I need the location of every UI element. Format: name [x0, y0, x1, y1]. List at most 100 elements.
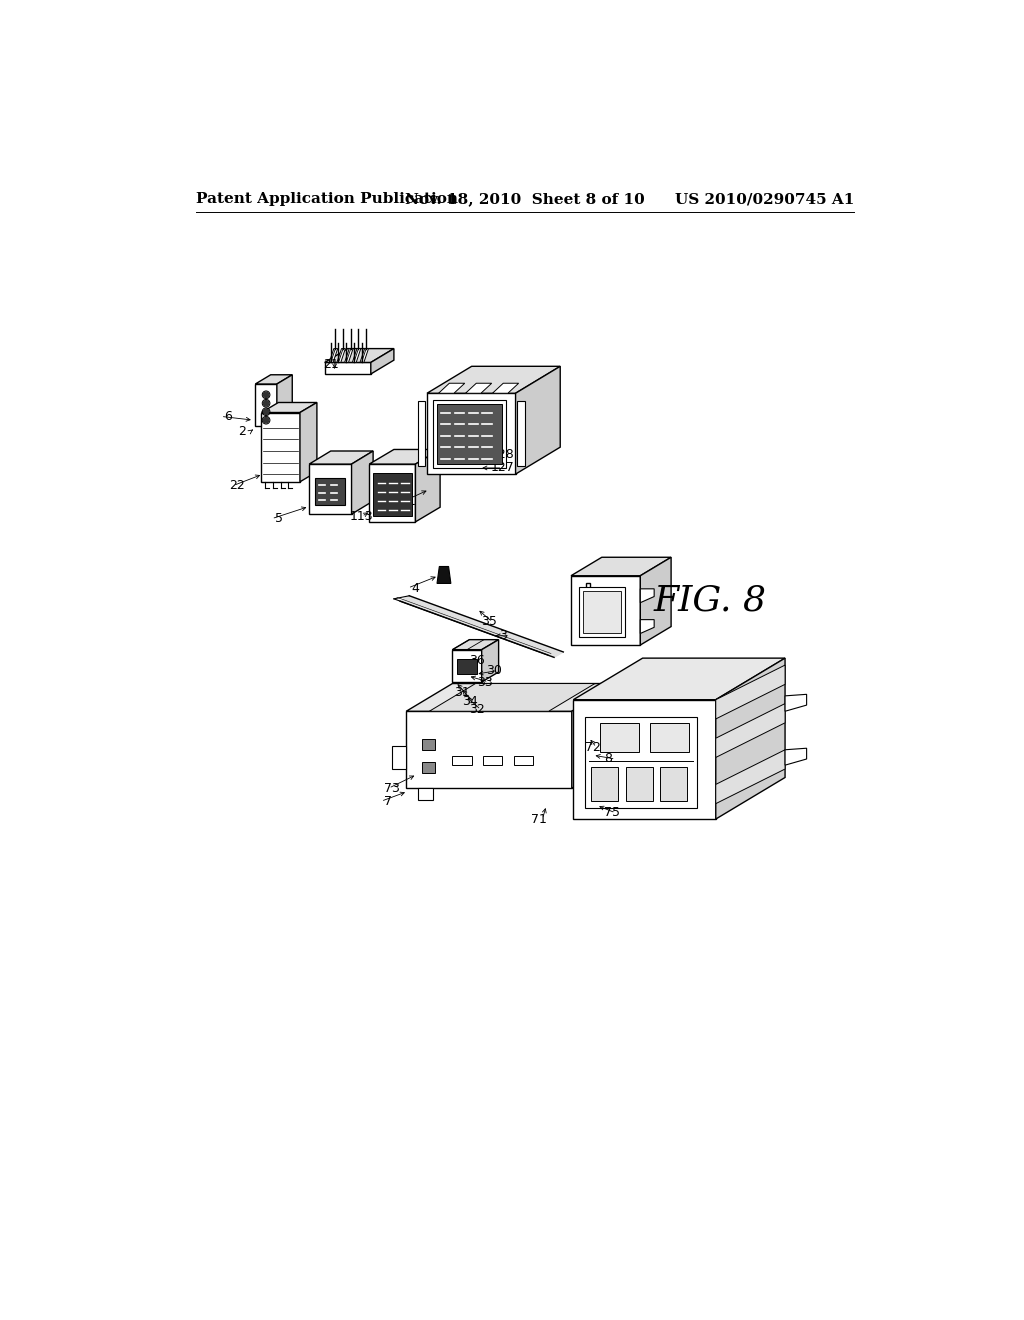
Bar — [600, 723, 639, 752]
Polygon shape — [573, 700, 716, 818]
Bar — [422, 739, 435, 750]
Circle shape — [263, 417, 268, 422]
Polygon shape — [392, 746, 407, 770]
Text: 73: 73 — [384, 781, 400, 795]
Polygon shape — [573, 659, 785, 700]
Text: 34: 34 — [462, 694, 477, 708]
Polygon shape — [416, 449, 440, 521]
Bar — [514, 756, 534, 766]
Text: 1: 1 — [408, 495, 416, 508]
Text: 6: 6 — [224, 409, 232, 422]
Polygon shape — [261, 403, 316, 412]
Polygon shape — [337, 348, 345, 363]
Text: 30: 30 — [486, 664, 502, 677]
Text: 75: 75 — [604, 807, 621, 820]
Text: FIG. 8: FIG. 8 — [653, 583, 767, 618]
Polygon shape — [261, 412, 300, 482]
Text: 4: 4 — [412, 582, 419, 594]
Text: 32: 32 — [469, 704, 485, 717]
Text: 128: 128 — [490, 447, 515, 461]
Polygon shape — [427, 367, 560, 393]
Polygon shape — [309, 451, 373, 465]
Text: Patent Application Publication: Patent Application Publication — [196, 193, 458, 206]
Polygon shape — [255, 384, 276, 426]
Polygon shape — [371, 348, 394, 374]
Polygon shape — [309, 465, 351, 515]
Polygon shape — [585, 717, 696, 808]
Polygon shape — [315, 478, 345, 506]
Polygon shape — [418, 401, 425, 466]
Polygon shape — [571, 684, 617, 788]
Bar — [650, 723, 689, 752]
Polygon shape — [517, 401, 524, 466]
Text: 2: 2 — [239, 425, 246, 438]
Text: 113: 113 — [350, 510, 374, 523]
Bar — [422, 762, 435, 774]
Polygon shape — [407, 711, 571, 788]
Circle shape — [263, 409, 268, 414]
Polygon shape — [370, 465, 416, 521]
Polygon shape — [255, 375, 292, 384]
Circle shape — [263, 392, 268, 397]
Text: 21: 21 — [323, 358, 339, 371]
Polygon shape — [587, 583, 598, 599]
Polygon shape — [325, 363, 371, 374]
Text: 22: 22 — [228, 479, 245, 492]
Text: 8: 8 — [604, 752, 612, 766]
Text: US 2010/0290745 A1: US 2010/0290745 A1 — [675, 193, 854, 206]
Polygon shape — [373, 474, 412, 516]
Polygon shape — [457, 659, 477, 675]
Polygon shape — [716, 665, 785, 719]
Polygon shape — [640, 589, 654, 603]
Text: 72: 72 — [585, 741, 601, 754]
Text: 7: 7 — [384, 795, 392, 808]
Bar — [660, 767, 687, 801]
Polygon shape — [325, 348, 394, 363]
Circle shape — [263, 400, 268, 407]
Text: Nov. 18, 2010  Sheet 8 of 10: Nov. 18, 2010 Sheet 8 of 10 — [404, 193, 645, 206]
Polygon shape — [493, 383, 518, 393]
Polygon shape — [418, 788, 433, 800]
Text: 31: 31 — [454, 686, 470, 700]
Polygon shape — [716, 659, 785, 818]
Polygon shape — [427, 393, 515, 474]
Polygon shape — [453, 640, 499, 649]
Polygon shape — [481, 640, 499, 682]
Text: 35: 35 — [481, 615, 497, 628]
Polygon shape — [583, 591, 621, 634]
Polygon shape — [466, 383, 492, 393]
Polygon shape — [785, 748, 807, 766]
Text: 71: 71 — [531, 813, 547, 825]
Polygon shape — [438, 383, 465, 393]
Bar — [453, 756, 472, 766]
Bar — [483, 756, 503, 766]
Text: 33: 33 — [477, 676, 493, 689]
Text: 127: 127 — [490, 462, 515, 474]
Polygon shape — [785, 694, 807, 711]
Polygon shape — [571, 557, 671, 576]
Polygon shape — [716, 750, 785, 804]
Polygon shape — [330, 348, 338, 363]
Polygon shape — [453, 649, 481, 682]
Polygon shape — [590, 614, 602, 630]
Polygon shape — [429, 684, 595, 711]
Text: 36: 36 — [469, 653, 485, 667]
Polygon shape — [345, 348, 353, 363]
Polygon shape — [360, 348, 369, 363]
Polygon shape — [352, 348, 360, 363]
Polygon shape — [579, 587, 625, 638]
Text: 3: 3 — [499, 630, 507, 643]
Polygon shape — [515, 367, 560, 474]
Polygon shape — [400, 595, 563, 657]
Polygon shape — [276, 375, 292, 426]
Polygon shape — [300, 403, 316, 482]
Polygon shape — [716, 704, 785, 758]
Polygon shape — [351, 451, 373, 515]
Polygon shape — [571, 576, 640, 645]
Polygon shape — [433, 400, 506, 469]
Polygon shape — [437, 404, 503, 465]
Polygon shape — [370, 449, 440, 465]
Polygon shape — [640, 557, 671, 645]
Bar — [626, 767, 652, 801]
Polygon shape — [640, 619, 654, 634]
